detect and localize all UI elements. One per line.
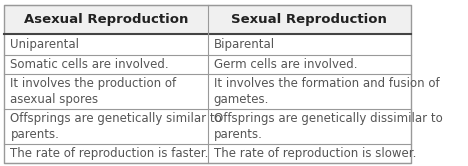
Text: It involves the production of
asexual spores: It involves the production of asexual sp… [10, 77, 176, 106]
Text: Somatic cells are involved.: Somatic cells are involved. [10, 58, 169, 71]
Text: The rate of reproduction is faster.: The rate of reproduction is faster. [10, 147, 209, 160]
Text: Sexual Reproduction: Sexual Reproduction [231, 13, 387, 26]
Text: Offsprings are genetically dissimilar to
parents.: Offsprings are genetically dissimilar to… [214, 112, 443, 141]
Text: Uniparental: Uniparental [10, 38, 80, 51]
Text: It involves the formation and fusion of
gametes.: It involves the formation and fusion of … [214, 77, 439, 106]
Text: Biparental: Biparental [214, 38, 275, 51]
Text: Offsprings are genetically similar to
parents.: Offsprings are genetically similar to pa… [10, 112, 222, 141]
Text: The rate of reproduction is slower.: The rate of reproduction is slower. [214, 147, 416, 160]
Text: Germ cells are involved.: Germ cells are involved. [214, 58, 357, 71]
FancyBboxPatch shape [4, 5, 411, 34]
Text: Asexual Reproduction: Asexual Reproduction [24, 13, 188, 26]
